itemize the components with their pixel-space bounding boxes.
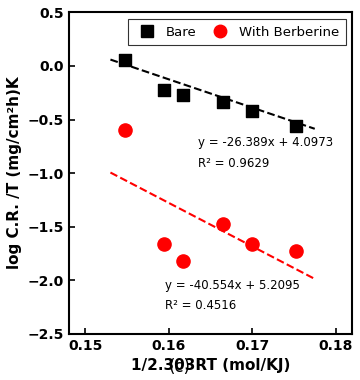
Point	[293, 248, 298, 254]
Text: y = -40.554x + 5.2095: y = -40.554x + 5.2095	[165, 279, 300, 292]
Point	[122, 57, 128, 63]
Point	[220, 222, 226, 228]
Point	[180, 258, 186, 264]
Point	[122, 127, 128, 133]
Text: R² = 0.9629: R² = 0.9629	[198, 157, 269, 169]
Point	[180, 92, 186, 98]
Text: R² = 0.4516: R² = 0.4516	[165, 299, 236, 312]
Text: y = -26.389x + 4.0973: y = -26.389x + 4.0973	[198, 136, 333, 149]
Point	[249, 108, 255, 114]
Text: (c): (c)	[169, 358, 191, 376]
X-axis label: 1/2.303RT (mol/KJ): 1/2.303RT (mol/KJ)	[131, 358, 290, 373]
Point	[161, 241, 167, 247]
Point	[220, 99, 226, 105]
Point	[293, 124, 298, 130]
Point	[161, 87, 167, 93]
Legend: Bare, With Berberine: Bare, With Berberine	[127, 19, 346, 45]
Y-axis label: log C.R. /T (mg/cm²h)K: log C.R. /T (mg/cm²h)K	[7, 77, 22, 269]
Point	[249, 241, 255, 247]
